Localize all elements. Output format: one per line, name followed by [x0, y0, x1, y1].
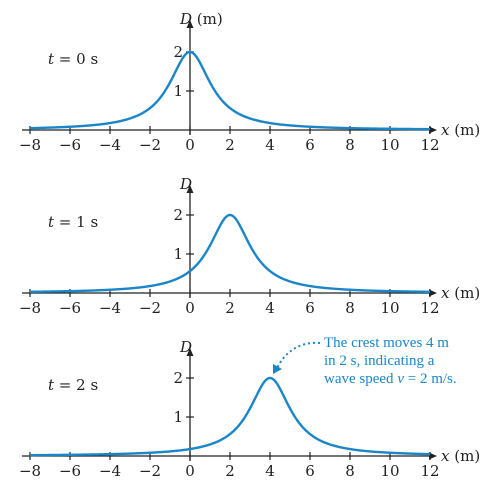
x-tick-label: −8: [19, 299, 41, 317]
x-tick-label: 12: [420, 299, 439, 317]
x-tick-label: −4: [99, 462, 121, 480]
x-axis-arrow: [429, 126, 437, 134]
x-axis-arrow: [429, 289, 437, 297]
x-tick-label: 10: [380, 299, 399, 317]
x-axis-label: x (m): [441, 121, 480, 139]
x-tick-label: 8: [345, 136, 355, 154]
wave-pulse-curve: [29, 376, 431, 457]
time-label: t = 2 s: [48, 376, 98, 394]
y-axis-label: D: [179, 175, 192, 193]
y-axis-arrow: [186, 348, 194, 356]
x-tick-label: −2: [139, 136, 161, 154]
x-tick-label: 4: [265, 299, 275, 317]
wave-pulse-curve: [29, 213, 431, 293]
x-tick-label: 4: [265, 462, 275, 480]
x-tick-label: 0: [185, 136, 195, 154]
y-axis-label: D (m): [179, 10, 223, 28]
x-tick-label: −6: [59, 299, 81, 317]
x-tick-label: 6: [305, 136, 315, 154]
y-tick-label: 2: [173, 369, 183, 387]
annotation-arrow: [275, 341, 321, 371]
annotation-line: wave speed v = 2 m/s.: [324, 371, 457, 387]
x-tick-label: −6: [59, 462, 81, 480]
y-tick-label: 1: [173, 408, 183, 426]
x-tick-label: −2: [139, 462, 161, 480]
y-tick-label: 2: [173, 43, 183, 61]
x-tick-label: 10: [380, 136, 399, 154]
wave-pulse-curve: [29, 50, 431, 131]
x-tick-label: 2: [225, 299, 235, 317]
x-tick-label: 4: [265, 136, 275, 154]
y-tick-label: 1: [173, 82, 183, 100]
y-axis-label: D: [179, 338, 192, 356]
y-axis-arrow: [186, 20, 194, 28]
x-axis-label: x (m): [441, 284, 480, 302]
annotation-line: The crest moves 4 m: [324, 335, 449, 351]
x-tick-label: 2: [225, 136, 235, 154]
x-tick-label: −8: [19, 136, 41, 154]
x-tick-label: 12: [420, 136, 439, 154]
x-tick-label: 8: [345, 299, 355, 317]
annotation-arrowhead: [273, 364, 282, 374]
y-axis-arrow: [186, 185, 194, 193]
x-tick-label: 2: [225, 462, 235, 480]
y-tick-label: 1: [173, 245, 183, 263]
x-tick-label: 8: [345, 462, 355, 480]
annotation-line: in 2 s, indicating a: [324, 353, 435, 369]
x-tick-label: 0: [185, 299, 195, 317]
x-tick-label: 6: [305, 462, 315, 480]
x-tick-label: −4: [99, 299, 121, 317]
time-label: t = 0 s: [48, 50, 98, 68]
x-tick-label: −4: [99, 136, 121, 154]
x-axis-label: x (m): [441, 447, 480, 465]
x-tick-label: 0: [185, 462, 195, 480]
time-label: t = 1 s: [48, 213, 98, 231]
x-tick-label: −8: [19, 462, 41, 480]
x-tick-label: −2: [139, 299, 161, 317]
x-axis-arrow: [429, 452, 437, 460]
y-tick-label: 2: [173, 206, 183, 224]
x-tick-label: −6: [59, 136, 81, 154]
x-tick-label: 10: [380, 462, 399, 480]
x-tick-label: 6: [305, 299, 315, 317]
x-tick-label: 12: [420, 462, 439, 480]
